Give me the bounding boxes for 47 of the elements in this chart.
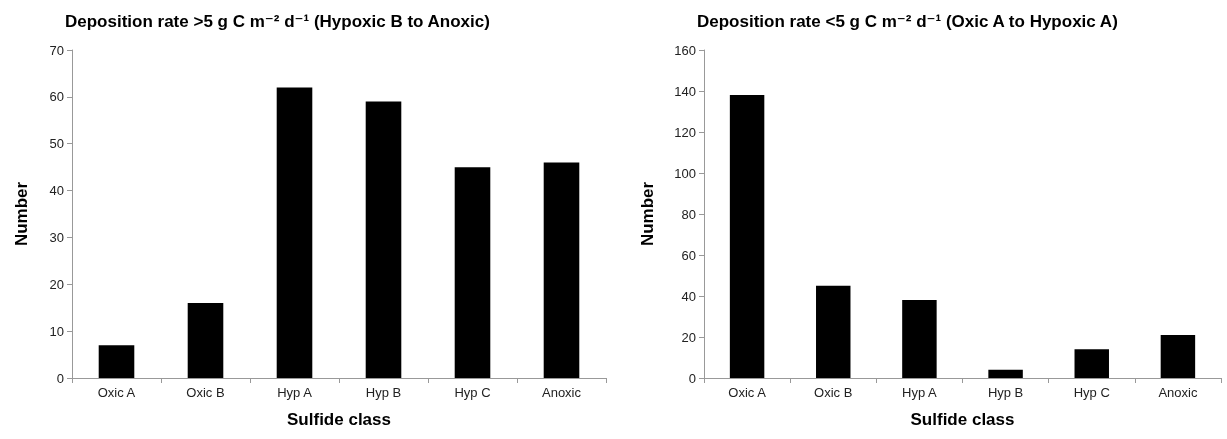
y-tick-label: 40: [49, 183, 64, 199]
y-axis-title: Number: [638, 181, 657, 247]
y-tick-label: 0: [56, 370, 64, 386]
y-tick-label: 20: [681, 329, 696, 345]
y-tick-label: 10: [49, 323, 64, 339]
bar: [729, 95, 765, 378]
chart-title: Deposition rate >5 g C m⁻² d⁻¹ (Hypoxic B to Anoxic): [65, 12, 490, 31]
x-tick-label: Hyp C: [1073, 385, 1110, 400]
x-axis-title: Sulfide class: [910, 410, 1015, 429]
x-tick-label: Oxic B: [186, 385, 225, 400]
x-tick-label: Hyp B: [987, 385, 1024, 400]
x-tick-label: Hyp B: [365, 385, 402, 400]
chart-title: Deposition rate <5 g C m⁻² d⁻¹ (Oxic A to Hypoxic A): [697, 12, 1118, 31]
x-axis-title: Sulfide class: [287, 410, 391, 429]
y-tick-label: 60: [49, 89, 64, 105]
x-tick-label: Oxic A: [97, 385, 136, 400]
x-tick-label: Hyp C: [454, 385, 491, 400]
x-tick-label: Oxic A: [728, 385, 767, 400]
bar: [816, 285, 851, 378]
bar: [454, 167, 491, 378]
bar: [187, 303, 224, 378]
bar: [1160, 334, 1196, 378]
bar: [902, 300, 937, 378]
bar: [988, 369, 1023, 378]
y-tick-label: 120: [674, 124, 696, 140]
y-tick-label: 20: [49, 276, 64, 292]
bar: [98, 345, 135, 378]
y-tick-label: 100: [674, 165, 696, 181]
y-tick-label: 80: [681, 206, 696, 222]
bar: [543, 162, 580, 378]
y-tick-label: 60: [681, 247, 696, 263]
y-tick-label: 70: [49, 42, 64, 58]
y-tick-label: 140: [674, 83, 696, 99]
x-tick-label: Hyp A: [902, 385, 938, 400]
y-tick-label: 50: [49, 136, 64, 152]
bar: [1074, 349, 1109, 378]
y-tick-label: 0: [688, 370, 696, 386]
x-tick-label: Hyp A: [277, 385, 313, 400]
x-tick-label: Anoxic: [541, 385, 582, 400]
x-tick-label: Oxic B: [814, 385, 853, 400]
y-tick-label: 160: [674, 42, 696, 58]
x-tick-label: Anoxic: [1158, 385, 1198, 400]
y-tick-label: 30: [49, 229, 64, 245]
bar: [276, 87, 313, 378]
bar: [365, 101, 402, 378]
y-axis-title: Number: [12, 181, 31, 247]
y-tick-label: 40: [681, 288, 696, 304]
